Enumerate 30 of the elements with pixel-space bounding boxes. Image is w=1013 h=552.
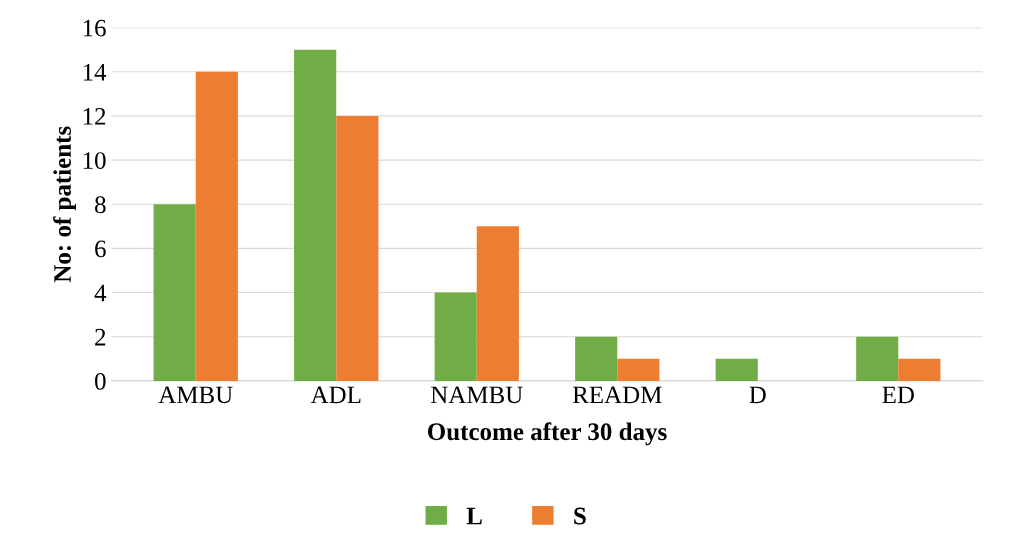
legend-label: S (574, 507, 586, 525)
y-tick-label: 14 (83, 63, 107, 81)
x-tick-label: D (749, 386, 766, 404)
bar (856, 336, 899, 381)
y-tick-label: 10 (83, 152, 106, 169)
bar (715, 358, 758, 381)
bar (476, 226, 519, 381)
legend-label: L (466, 507, 482, 525)
x-tick-label: ADL (310, 386, 361, 404)
bar (294, 49, 337, 381)
bar (898, 358, 941, 381)
x-tick-label: ED (882, 386, 914, 404)
y-tick-label: 2 (95, 328, 106, 346)
y-tick-label: 8 (95, 196, 106, 214)
y-tick-label: 6 (95, 240, 106, 258)
x-axis-title: Outcome after 30 days (428, 422, 667, 446)
bar (153, 204, 196, 381)
bar (617, 358, 660, 381)
bar (434, 292, 477, 381)
x-tick-label: NAMBU (430, 386, 523, 404)
y-tick-label: 0 (95, 372, 106, 390)
y-tick-label: 4 (94, 284, 107, 302)
y-tick-label: 12 (83, 108, 106, 125)
bar (575, 336, 618, 381)
bar (336, 115, 379, 381)
y-tick-label: 16 (83, 19, 106, 37)
x-tick-label: READM (572, 386, 662, 404)
y-axis-title: No: of patients (53, 126, 77, 283)
bar (195, 71, 238, 381)
x-tick-label: AMBU (158, 386, 233, 404)
